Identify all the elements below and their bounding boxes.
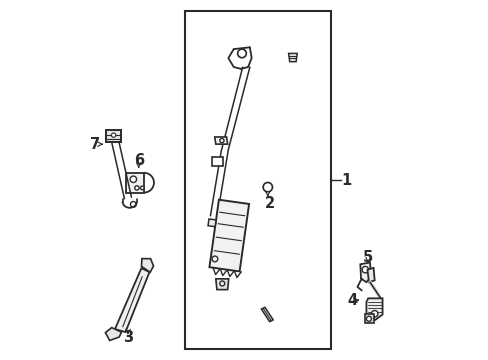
Circle shape — [140, 186, 144, 190]
Text: 7: 7 — [89, 137, 100, 152]
Text: 5: 5 — [363, 249, 372, 265]
Polygon shape — [209, 200, 248, 271]
Polygon shape — [141, 258, 153, 272]
Circle shape — [135, 186, 139, 190]
Circle shape — [237, 49, 246, 58]
Polygon shape — [360, 262, 370, 282]
Circle shape — [130, 176, 136, 183]
Circle shape — [366, 316, 371, 321]
Polygon shape — [261, 307, 273, 321]
Circle shape — [111, 133, 116, 137]
Polygon shape — [126, 173, 144, 193]
Text: 4: 4 — [346, 293, 356, 308]
Text: 1: 1 — [341, 172, 351, 188]
Polygon shape — [115, 268, 149, 332]
Text: 3: 3 — [122, 330, 133, 345]
Polygon shape — [105, 130, 121, 142]
Polygon shape — [207, 219, 216, 227]
Polygon shape — [215, 279, 228, 289]
Bar — [185, 12, 330, 348]
Polygon shape — [367, 268, 374, 282]
Circle shape — [371, 311, 377, 317]
Polygon shape — [364, 315, 373, 323]
Polygon shape — [288, 53, 297, 62]
Polygon shape — [366, 298, 382, 320]
Text: 2: 2 — [264, 196, 275, 211]
Polygon shape — [105, 328, 121, 341]
Circle shape — [362, 266, 368, 273]
Polygon shape — [214, 137, 227, 144]
Circle shape — [263, 183, 272, 192]
Polygon shape — [212, 157, 223, 166]
Text: 6: 6 — [133, 153, 143, 168]
